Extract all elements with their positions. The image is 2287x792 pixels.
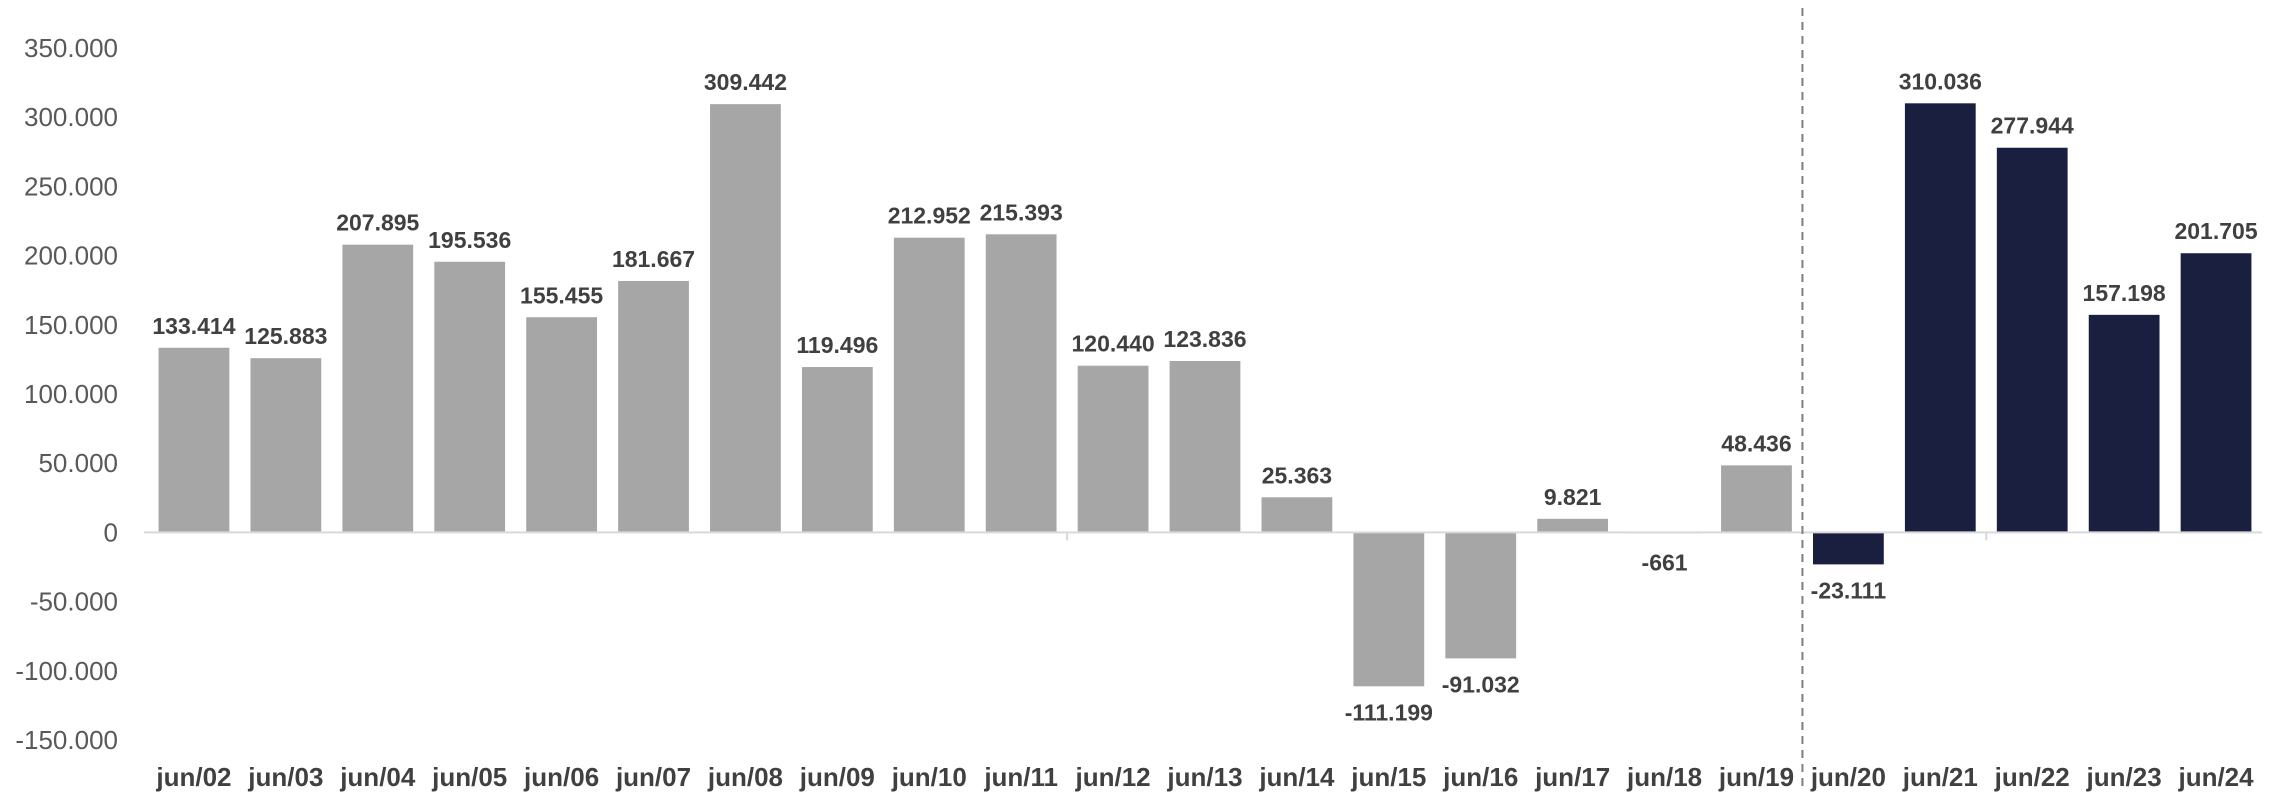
data-label: 125.883	[244, 323, 327, 349]
bar-jun-13	[1169, 361, 1241, 533]
x-tick-label: jun/22	[1994, 762, 2070, 792]
x-tick-label: jun/19	[1718, 762, 1794, 792]
x-tick-label: jun/13	[1166, 762, 1242, 792]
x-tick-label: jun/05	[431, 762, 507, 792]
data-label: 48.436	[1721, 430, 1791, 456]
data-label: -91.032	[1442, 671, 1520, 697]
data-label: -661	[1642, 549, 1688, 575]
data-label: 155.455	[520, 282, 603, 308]
data-label: 207.895	[336, 210, 419, 236]
bar-jun-16	[1445, 532, 1517, 659]
x-tick-label: jun/17	[1534, 762, 1610, 792]
y-tick-label: -100.000	[15, 656, 118, 686]
data-label: 212.952	[888, 203, 971, 229]
y-tick-label: 150.000	[24, 310, 118, 340]
bar-jun-10	[893, 237, 965, 533]
bar-jun-05	[434, 261, 506, 533]
data-labels: 133.414 125.883 207.895 195.536 155.455 181.6…	[152, 68, 2257, 725]
x-tick-label: jun/14	[1258, 762, 1335, 792]
data-label: 309.442	[704, 69, 787, 95]
bar-jun-11	[985, 234, 1057, 533]
bar-jun-20	[1813, 532, 1884, 565]
x-tick-label: jun/18	[1626, 762, 1702, 792]
bar-jun-17	[1537, 518, 1609, 533]
x-tick-label: jun/15	[1350, 762, 1426, 792]
data-label: 181.667	[612, 246, 695, 272]
x-tick-label: jun/24	[2177, 762, 2254, 792]
bar-jun-07	[618, 280, 689, 533]
data-label: -111.199	[1345, 699, 1433, 725]
data-label: 9.821	[1544, 484, 1602, 510]
x-tick-label: jun/21	[1902, 762, 1978, 792]
x-tick-label: jun/03	[247, 762, 323, 792]
x-tick-label: jun/09	[799, 762, 875, 792]
x-tick-label: jun/07	[615, 762, 691, 792]
data-label: 25.363	[1262, 462, 1332, 488]
x-tick-label: jun/08	[707, 762, 783, 792]
y-tick-label: 100.000	[24, 379, 118, 409]
y-tick-label: -50.000	[30, 587, 118, 617]
data-label: 133.414	[152, 313, 235, 339]
bar-jun-03	[250, 358, 322, 533]
y-tick-label: -150.000	[15, 725, 118, 755]
bar-jun-15	[1353, 532, 1425, 687]
x-tick-label: jun/10	[891, 762, 967, 792]
bar-jun-12	[1077, 365, 1149, 533]
bar-jun-02	[158, 347, 230, 533]
x-axis-ticks: jun/02 jun/03 jun/04 jun/05 jun/06 jun/07 jun/…	[155, 532, 2254, 792]
y-tick-label: 200.000	[24, 241, 118, 271]
x-tick-label: jun/06	[523, 762, 599, 792]
data-label: 123.836	[1163, 326, 1246, 352]
bar-jun-14	[1261, 497, 1333, 533]
x-tick-label: jun/23	[2086, 762, 2162, 792]
bar-jun-09	[801, 367, 873, 533]
data-label: 310.036	[1899, 68, 1982, 94]
y-tick-label: 250.000	[24, 171, 118, 201]
bars	[158, 103, 2252, 687]
bar-jun-19	[1721, 465, 1792, 533]
x-tick-label: jun/20	[1810, 762, 1886, 792]
x-tick-label: jun/04	[339, 762, 416, 792]
bar-jun-21	[1904, 103, 1976, 533]
data-label: 157.198	[2083, 280, 2166, 306]
x-tick-label: jun/11	[983, 762, 1058, 792]
x-tick-label: jun/02	[155, 762, 231, 792]
y-axis-ticks: 350.000 300.000 250.000 200.000 150.000 100.0…	[15, 33, 118, 755]
y-tick-label: 50.000	[38, 448, 118, 478]
data-label: 201.705	[2174, 218, 2257, 244]
bar-jun-24	[2180, 253, 2252, 533]
data-label: 120.440	[1072, 331, 1155, 357]
data-label: 119.496	[796, 332, 878, 358]
y-tick-label: 0	[104, 517, 118, 547]
x-tick-label: jun/12	[1075, 762, 1151, 792]
bar-jun-22	[1996, 147, 2068, 533]
x-tick-label: jun/16	[1442, 762, 1518, 792]
bar-jun-06	[526, 317, 597, 533]
data-label: 277.944	[1991, 113, 2074, 139]
y-tick-label: 300.000	[24, 102, 118, 132]
bar-jun-23	[2088, 314, 2160, 533]
y-tick-label: 350.000	[24, 33, 118, 63]
bar-jun-08	[710, 104, 781, 533]
bar-jun-04	[342, 244, 414, 533]
data-label: 195.536	[428, 227, 511, 253]
data-label: -23.111	[1811, 577, 1887, 603]
data-label: 215.393	[980, 199, 1063, 225]
